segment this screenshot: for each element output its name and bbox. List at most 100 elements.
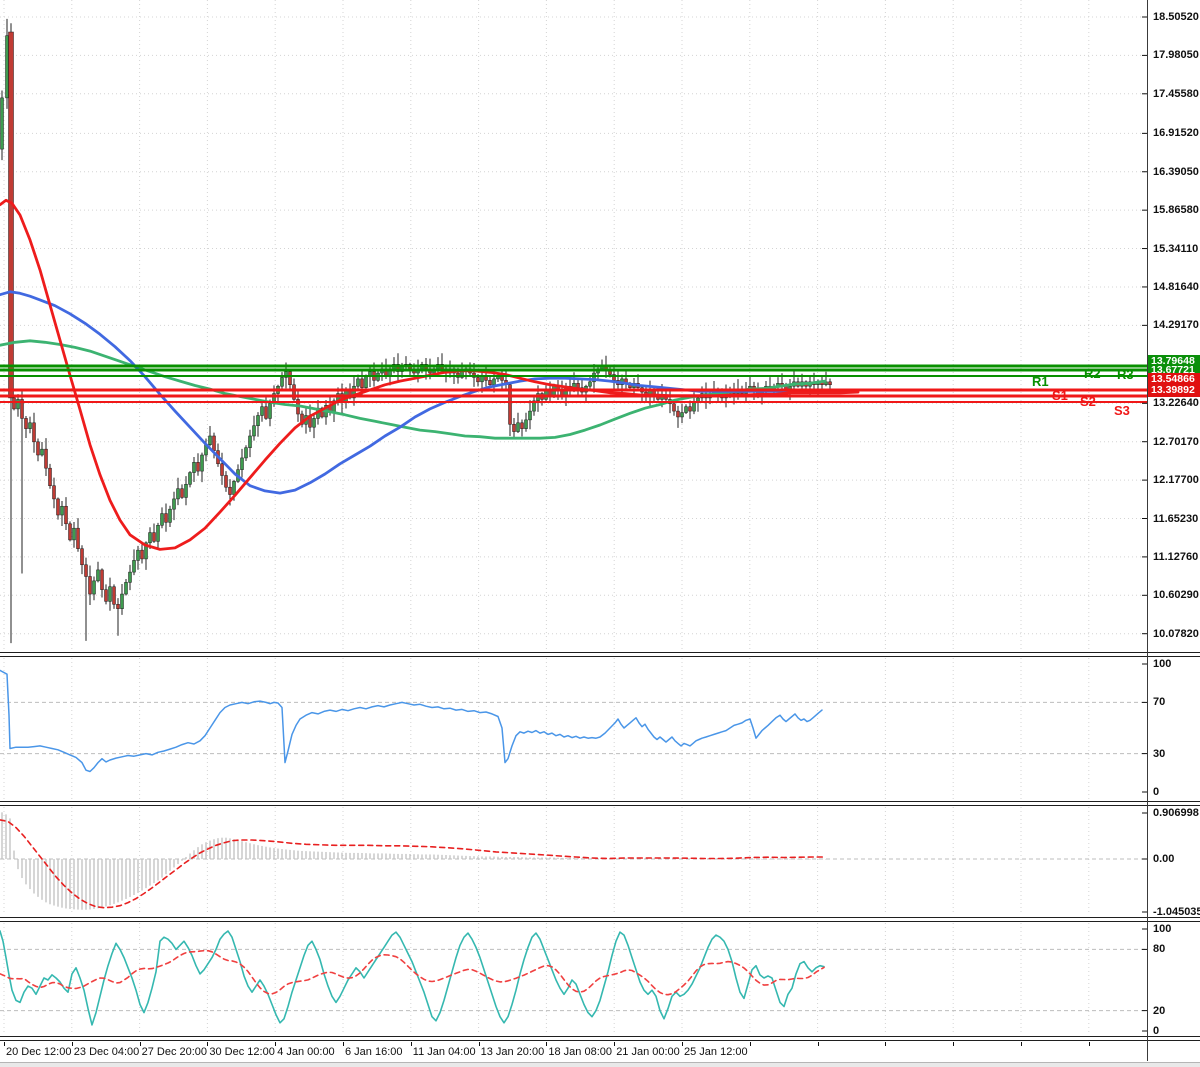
panel-separator[interactable] [0, 801, 1200, 806]
candle-body [172, 498, 176, 510]
candle-body [292, 384, 296, 400]
candle-body [692, 402, 696, 412]
date-label: 18 Jan 08:00 [548, 1046, 613, 1058]
candle-body [240, 457, 244, 470]
candle-body [232, 481, 236, 495]
stoch-signal-line [0, 949, 825, 996]
candle-body [520, 422, 524, 429]
axis-label: 15.34110 [1153, 242, 1199, 255]
axis-label: 14.81640 [1153, 280, 1199, 293]
date-label: 30 Dec 12:00 [209, 1046, 275, 1058]
candle-body [116, 604, 120, 609]
candle-body [288, 371, 292, 386]
candle-body [224, 475, 228, 488]
macd-signal-line [0, 819, 824, 909]
date-label: 21 Jan 00:00 [616, 1046, 680, 1058]
time-tick [478, 1042, 480, 1046]
time-tick [1088, 1042, 1090, 1046]
candle-body [20, 399, 24, 419]
time-tick [410, 1042, 412, 1046]
candle-body [16, 399, 20, 410]
candle-body [356, 378, 360, 387]
axis-label: 0.00 [1153, 853, 1175, 865]
axis-label: 0 [1153, 786, 1160, 798]
time-tick [71, 1042, 73, 1046]
candle-body [284, 371, 288, 378]
candle-body [152, 532, 156, 542]
candle-body [512, 424, 516, 432]
candle-body [168, 508, 172, 523]
time-tick [1021, 1042, 1022, 1046]
candle-body [264, 406, 268, 419]
candle-body [124, 582, 128, 595]
candle-body [688, 406, 692, 412]
panel-separator[interactable] [0, 1036, 1200, 1041]
candle-body [488, 380, 492, 386]
candle-body [96, 569, 100, 582]
candle-body [300, 413, 304, 425]
candle-body [68, 523, 72, 541]
panel-separator[interactable] [0, 917, 1200, 922]
candle-body [220, 463, 224, 476]
candle-body [40, 448, 44, 456]
axis-label: 0.906998 [1153, 807, 1199, 819]
candle-body [180, 488, 184, 498]
candle-body [160, 513, 164, 526]
time-tick [343, 1042, 344, 1046]
candle-body [176, 488, 180, 500]
time-tick [614, 1042, 616, 1046]
candle-body [44, 448, 48, 469]
date-label: 27 Dec 20:00 [141, 1046, 208, 1058]
axis-label: 13.22640 [1153, 397, 1199, 410]
candle-body [0, 97, 4, 150]
candle-body [208, 435, 212, 446]
axis-label: 17.45580 [1153, 87, 1199, 100]
candle-body [320, 407, 324, 418]
candle-body [108, 586, 112, 602]
candle-body [252, 425, 256, 437]
time-tick [749, 1042, 751, 1046]
chart-canvas[interactable] [0, 0, 1148, 1062]
bottom-strip [0, 1062, 1200, 1067]
candle-body [140, 549, 144, 560]
candle-body [364, 375, 368, 388]
candle-body [280, 377, 284, 387]
date-label: 6 Jan 16:00 [345, 1046, 403, 1058]
time-tick [682, 1042, 683, 1046]
axis-label: 20 [1153, 1004, 1166, 1017]
candle-body [60, 505, 64, 516]
candle-body [396, 364, 400, 372]
candle-body [196, 462, 200, 472]
candle-body [188, 472, 192, 485]
date-label: 20 Dec 12:00 [6, 1046, 72, 1058]
date-label: 25 Jan 12:00 [684, 1046, 748, 1058]
candle-body [516, 422, 520, 432]
ma-fast-red-line [0, 198, 860, 551]
time-tick [817, 1042, 819, 1046]
axis-label: 100 [1153, 923, 1172, 935]
price-tag-red: 13.54866 [1148, 373, 1200, 387]
date-label: 4 Jan 00:00 [277, 1046, 335, 1058]
candle-body [184, 484, 188, 498]
date-label: 13 Jan 20:00 [480, 1046, 545, 1058]
candle-body [128, 571, 132, 583]
axis-label: 30 [1153, 747, 1166, 760]
time-tick [953, 1042, 955, 1046]
date-label: 23 Dec 04:00 [73, 1046, 140, 1058]
axis-label: 0 [1153, 1025, 1160, 1037]
axis-label: 10.60290 [1153, 589, 1199, 602]
candle-body [588, 381, 592, 387]
candle-body [524, 419, 528, 429]
panel-separator[interactable] [0, 652, 1200, 657]
candle-body [132, 560, 136, 573]
axis-label: 70 [1153, 696, 1166, 709]
stoch-main-line [0, 930, 825, 1026]
candle-body [352, 385, 356, 399]
axis-label: 11.12760 [1153, 550, 1199, 563]
candle-body [136, 549, 140, 561]
candle-body [5, 35, 9, 99]
date-label: 11 Jan 04:00 [412, 1046, 476, 1058]
candle-body [680, 412, 684, 418]
candle-body [32, 422, 36, 443]
candle-body [88, 576, 92, 595]
